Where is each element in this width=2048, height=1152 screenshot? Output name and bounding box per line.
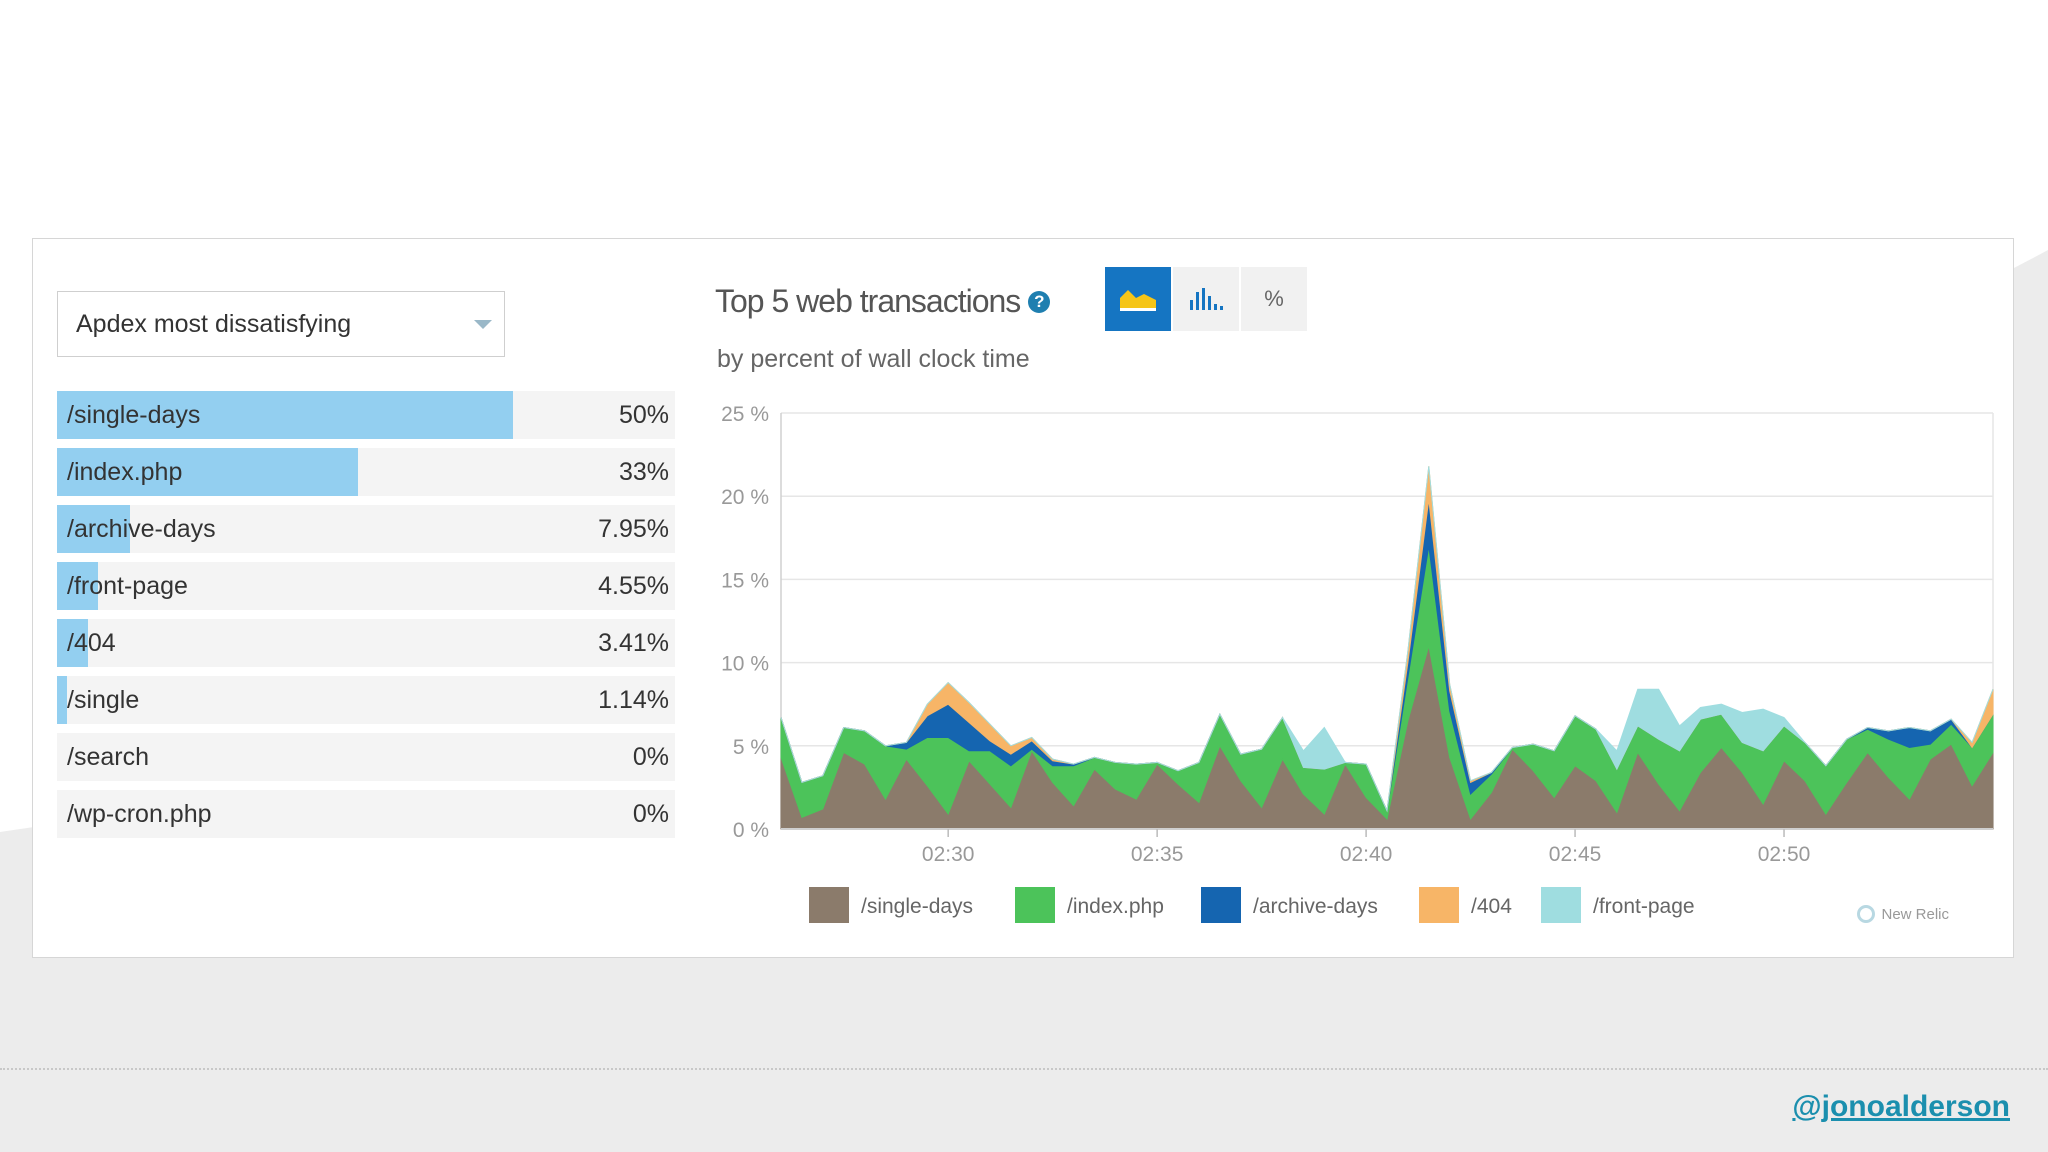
- legend-label: /archive-days: [1253, 895, 1378, 918]
- transaction-percent: 33%: [618, 458, 669, 486]
- help-icon[interactable]: ?: [1028, 290, 1051, 313]
- y-tick-label: 10 %: [721, 653, 769, 676]
- transaction-name: /single: [67, 686, 140, 714]
- bar-chart-icon: [1190, 288, 1223, 310]
- legend-swatch: [1015, 887, 1055, 923]
- legend-label: /404: [1471, 895, 1512, 918]
- transaction-bar: [57, 619, 89, 667]
- percent-icon: %: [1264, 286, 1284, 311]
- transaction-name: /404: [67, 629, 116, 657]
- transaction-percent: 0%: [632, 800, 669, 828]
- legend-swatch: [809, 887, 849, 923]
- legend-label: /index.php: [1067, 895, 1164, 918]
- chart-subtitle: by percent of wall clock time: [717, 345, 1030, 373]
- transaction-bar: [57, 505, 130, 553]
- transaction-name: /wp-cron.php: [67, 800, 212, 828]
- transaction-name: /single-days: [67, 401, 201, 429]
- chevron-down-icon[interactable]: [474, 320, 492, 329]
- area-chart-view-button[interactable]: [1105, 267, 1171, 331]
- y-tick-label: 15 %: [721, 569, 769, 592]
- series-area-index-php: [780, 546, 1994, 821]
- y-tick-label: 20 %: [721, 486, 769, 509]
- list-item[interactable]: /search 0%: [57, 733, 675, 781]
- legend-label: /front-page: [1593, 895, 1695, 918]
- transaction-percent: 4.55%: [598, 572, 669, 600]
- apdex-dropdown[interactable]: Apdex most dissatisfying: [57, 291, 505, 357]
- transaction-percent: 3.41%: [598, 629, 669, 657]
- list-item[interactable]: /archive-days 7.95%: [57, 505, 675, 553]
- y-tick-label: 25 %: [721, 403, 769, 426]
- transaction-bar: [57, 448, 358, 496]
- list-item[interactable]: /single-days 50%: [57, 391, 675, 439]
- twitter-handle-link[interactable]: @jonoalderson: [1792, 1090, 2010, 1123]
- transaction-bar: [57, 391, 513, 439]
- chart-title: Top 5 web transactions ?: [715, 283, 1051, 320]
- series-area-front-page: [780, 466, 1994, 813]
- x-tick-label: 02:30: [922, 843, 975, 866]
- bar-chart-view-button[interactable]: [1173, 267, 1239, 331]
- x-tick-label: 02:45: [1549, 843, 1602, 866]
- legend-swatch: [1541, 887, 1581, 923]
- transaction-name: /archive-days: [67, 515, 216, 543]
- x-tick-label: 02:50: [1758, 843, 1811, 866]
- transaction-percent: 50%: [618, 401, 669, 429]
- list-item[interactable]: /single 1.14%: [57, 676, 675, 724]
- transaction-percent: 7.95%: [598, 515, 669, 543]
- transaction-percent: 1.14%: [598, 686, 669, 714]
- legend-swatch: [1419, 887, 1459, 923]
- transaction-name: /front-page: [67, 572, 188, 600]
- x-tick-label: 02:35: [1131, 843, 1184, 866]
- legend-label: /single-days: [861, 895, 973, 918]
- transaction-list: /single-days 50% /index.php 33% /archive…: [57, 391, 675, 847]
- watermark-text: New Relic: [1881, 905, 1949, 923]
- list-item[interactable]: /404 3.41%: [57, 619, 675, 667]
- dropdown-selected-label: Apdex most dissatisfying: [76, 309, 352, 338]
- list-item[interactable]: /wp-cron.php 0%: [57, 790, 675, 838]
- list-item[interactable]: /index.php 33%: [57, 448, 675, 496]
- list-item[interactable]: /front-page 4.55%: [57, 562, 675, 610]
- y-tick-label: 0 %: [733, 819, 769, 842]
- y-tick-label: 5 %: [733, 736, 769, 759]
- x-tick-label: 02:40: [1340, 843, 1393, 866]
- transaction-name: /search: [67, 743, 149, 771]
- area-chart-icon: [1120, 290, 1156, 311]
- apdex-panel: Apdex most dissatisfying /single-days 50…: [32, 238, 2014, 958]
- transaction-bar: [57, 562, 99, 610]
- chart-title-text: Top 5 web transactions: [715, 283, 1021, 319]
- legend-swatch: [1201, 887, 1241, 923]
- transaction-percent: 0%: [632, 743, 669, 771]
- footer-divider: [0, 1068, 2048, 1070]
- transaction-name: /index.php: [67, 458, 183, 486]
- new-relic-watermark: New Relic: [1857, 905, 1949, 923]
- transaction-bar: [57, 676, 68, 724]
- percent-view-button[interactable]: %: [1241, 267, 1307, 331]
- area-chart: 0 % 5 % 10 % 15 % 20 % 25 % 02:30 02:35 02:40 02:…: [721, 403, 1994, 923]
- new-relic-logo-icon: [1857, 905, 1876, 923]
